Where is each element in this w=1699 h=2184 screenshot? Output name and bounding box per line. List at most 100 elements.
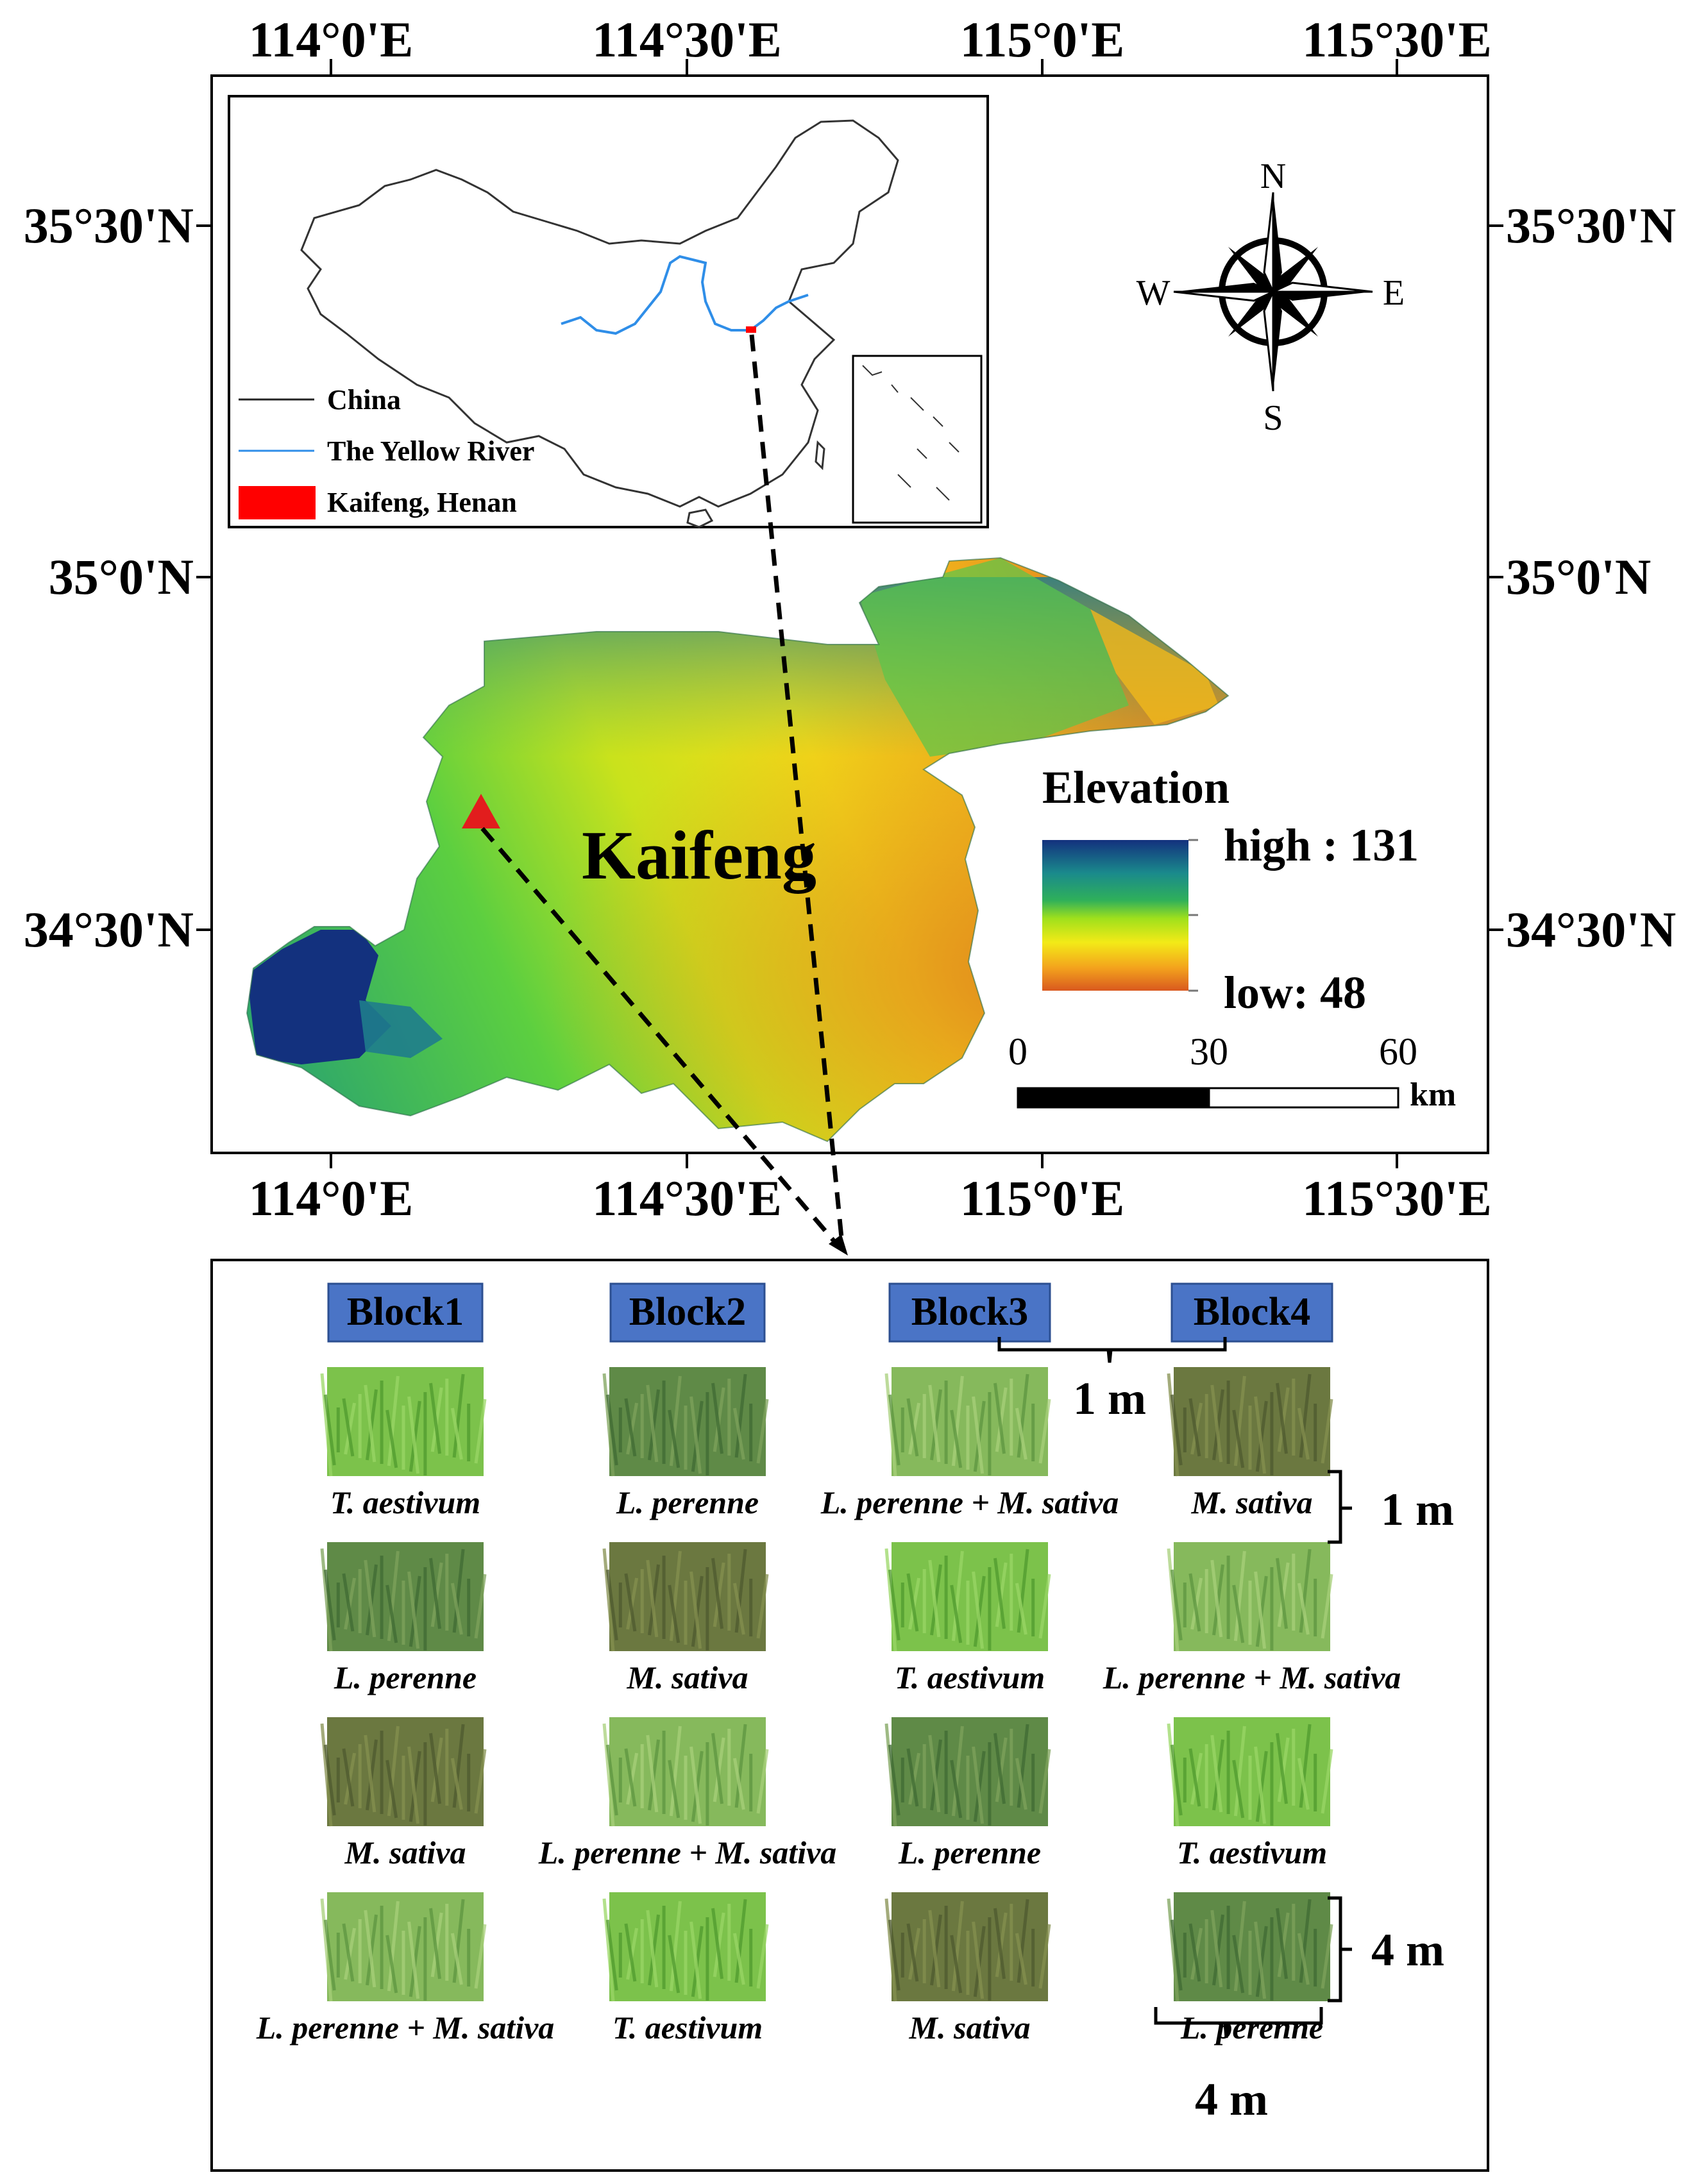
scale-tick-label: 30 [1190, 1030, 1228, 1073]
plot-species-label: L. perenne [1180, 2010, 1323, 2045]
plot: M. sativa [1167, 1367, 1333, 1520]
plot: L. perenne + M. sativa [1103, 1542, 1401, 1695]
elevation-legend: Elevation high : 131 low: 48 [1042, 762, 1419, 1018]
lat-tick-left-label: 35°0'N [49, 549, 194, 605]
leader-lines [480, 334, 844, 1243]
block-label: Block2 [629, 1290, 747, 1334]
plot: M. sativa [320, 1717, 487, 1870]
plot-photo-texture [1167, 1898, 1333, 2002]
block-header: Block3 [888, 1282, 1051, 1343]
kaifeng-boundary [246, 557, 1230, 1143]
plot: L. perenne [320, 1542, 487, 1695]
plot-width-label: 4 m [1195, 2074, 1268, 2125]
plot-species-label: L. perenne [616, 1484, 759, 1520]
scale-tick-label: 60 [1379, 1030, 1417, 1073]
longitude-ticks-bottom: 114°0'E 114°30'E 115°0'E 115°30'E [249, 1153, 1492, 1226]
block-header: Block4 [1171, 1282, 1333, 1343]
leader-line-site [480, 827, 836, 1243]
plot-species-label: M. sativa [344, 1835, 466, 1870]
dimension-annotations [997, 1337, 1352, 2038]
lon-tick-top-label: 115°0'E [960, 12, 1125, 67]
plot-species-label: L. perenne + M. sativa [820, 1484, 1119, 1520]
plot-photo-texture [602, 1898, 769, 2002]
plot-photo-texture [602, 1373, 769, 1477]
latitude-ticks-right: 35°30'N 35°0'N 34°30'N [1488, 197, 1676, 957]
block-label: Block1 [347, 1290, 464, 1334]
lat-tick-right-label: 35°30'N [1506, 197, 1676, 253]
plot: L. perenne [884, 1717, 1051, 1870]
plot: T. aestivum [884, 1542, 1051, 1695]
plot: M. sativa [884, 1892, 1051, 2045]
region-label: Kaifeng [582, 818, 816, 894]
plot-species-label: L. perenne + M. sativa [538, 1835, 837, 1870]
elevation-high-label: high : 131 [1224, 819, 1419, 871]
lon-tick-top-label: 115°30'E [1302, 12, 1492, 67]
legend-yellow-river-label: The Yellow River [327, 435, 534, 467]
lon-tick-bottom-label: 114°30'E [592, 1170, 782, 1226]
lat-tick-left-label: 34°30'N [24, 902, 194, 957]
legend-kaifeng-label: Kaifeng, Henan [327, 487, 517, 518]
block-label: Block3 [911, 1290, 1029, 1334]
kaifeng-inset-marker [746, 326, 756, 333]
hainan-outline [686, 508, 714, 528]
scale-tick-label: 0 [1008, 1030, 1027, 1073]
plot-grid: T. aestivum L. perenne L. perenne + M. sat… [256, 1367, 1401, 2045]
inset-legend: China The Yellow River Kaifeng, Henan [239, 384, 534, 519]
china-inset: China The Yellow River Kaifeng, Henan [228, 95, 989, 528]
scale-bar: 0 30 60 km [1008, 1030, 1456, 1113]
plot-species-label: M. sativa [909, 2010, 1031, 2045]
yellow-river-line [561, 255, 809, 335]
plot-photo-texture [320, 1898, 487, 2002]
plot-species-label: M. sativa [627, 1659, 748, 1695]
block-label: Block4 [1194, 1290, 1311, 1334]
plot-species-label: T. aestivum [330, 1484, 480, 1520]
plot-species-label: L. perenne [898, 1835, 1041, 1870]
plot: L. perenne [1167, 1892, 1333, 2045]
elevation-color-ramp [1042, 840, 1188, 991]
leader-line-inset [749, 334, 844, 1238]
plot-photo-texture [602, 1723, 769, 1827]
row-gap-label: 1 m [1381, 1484, 1454, 1535]
south-china-sea-inset [852, 355, 983, 524]
taiwan-outline [815, 440, 825, 471]
plot: L. perenne + M. sativa [256, 1892, 555, 2045]
lon-tick-bottom-label: 115°30'E [1302, 1170, 1492, 1226]
plot-height-label: 4 m [1371, 1924, 1444, 1976]
lon-tick-top-label: 114°30'E [592, 12, 782, 67]
plot-species-label: T. aestivum [895, 1659, 1045, 1695]
plot: L. perenne [602, 1367, 769, 1520]
elevation-low-label: low: 48 [1224, 967, 1366, 1018]
plot-photo-texture [320, 1548, 487, 1652]
lat-tick-left-label: 35°30'N [24, 197, 194, 253]
compass-north-label: N [1260, 156, 1286, 196]
lat-tick-right-label: 34°30'N [1506, 902, 1676, 957]
leader-arrowhead [829, 1234, 848, 1256]
kaifeng-legend-swatch [239, 486, 316, 519]
row-gap-bracket [1328, 1470, 1352, 1544]
plot-photo-texture [884, 1548, 1051, 1652]
elevation-legend-title: Elevation [1042, 762, 1230, 813]
plot-photo-texture [602, 1548, 769, 1652]
plot-height-bracket [1328, 1896, 1352, 2003]
plot-species-label: M. sativa [1191, 1484, 1313, 1520]
compass-east-label: E [1383, 273, 1405, 313]
longitude-ticks-top: 114°0'E 114°30'E 115°0'E 115°30'E [249, 12, 1492, 76]
plot: T. aestivum [320, 1367, 487, 1520]
latitude-ticks-left: 35°30'N 35°0'N 34°30'N [24, 197, 212, 957]
lon-tick-bottom-label: 114°0'E [249, 1170, 414, 1226]
plot-species-label: T. aestivum [613, 2010, 763, 2045]
plot-photo-texture [884, 1898, 1051, 2002]
plot-photo-texture [884, 1373, 1051, 1477]
plot-width-bracket [1154, 2007, 1323, 2038]
compass-south-label: S [1263, 398, 1283, 438]
plot-photo-texture [1167, 1373, 1333, 1477]
legend-china-label: China [327, 384, 401, 416]
scale-unit-label: km [1410, 1077, 1456, 1113]
study-site-marker [462, 794, 500, 828]
plot-species-label: L. perenne + M. sativa [256, 2010, 555, 2045]
plot: M. sativa [602, 1542, 769, 1695]
south-china-sea-islands [862, 365, 959, 501]
plot-photo-texture [320, 1723, 487, 1827]
plot: L. perenne + M. sativa [820, 1367, 1119, 1520]
